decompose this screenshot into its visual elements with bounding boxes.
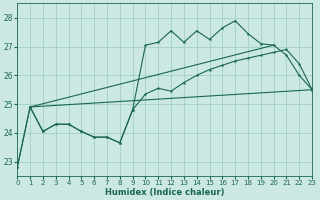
X-axis label: Humidex (Indice chaleur): Humidex (Indice chaleur) <box>105 188 224 197</box>
